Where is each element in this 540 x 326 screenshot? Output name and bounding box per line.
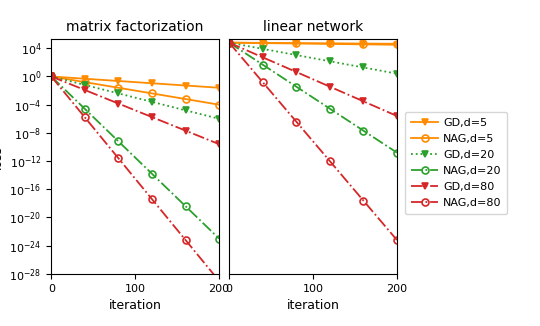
NAG,d=5 bbox=[118, 86, 125, 90]
NAG,d=80 bbox=[48, 75, 55, 79]
GD,d=80 bbox=[201, 137, 208, 141]
GD,d=80 bbox=[49, 75, 56, 79]
NAG,d=5 bbox=[49, 75, 56, 79]
GD,d=80 bbox=[63, 81, 70, 84]
NAG,d=20 bbox=[49, 75, 56, 79]
NAG,d=5 bbox=[216, 103, 222, 107]
GD,d=5 bbox=[216, 86, 222, 90]
GD,d=20 bbox=[109, 90, 116, 94]
Line: NAG,d=20: NAG,d=20 bbox=[51, 77, 219, 239]
NAG,d=5 bbox=[63, 77, 70, 81]
Line: GD,d=5: GD,d=5 bbox=[51, 77, 219, 88]
GD,d=20 bbox=[48, 75, 55, 79]
Line: GD,d=80: GD,d=80 bbox=[51, 77, 219, 144]
Line: NAG,d=80: NAG,d=80 bbox=[51, 77, 219, 281]
NAG,d=80 bbox=[201, 261, 208, 265]
GD,d=80 bbox=[139, 111, 145, 115]
NAG,d=80 bbox=[139, 185, 145, 189]
GD,d=5 bbox=[63, 76, 70, 80]
GD,d=80 bbox=[48, 75, 55, 79]
GD,d=20 bbox=[139, 97, 145, 101]
Title: matrix factorization: matrix factorization bbox=[66, 20, 204, 34]
X-axis label: iteration: iteration bbox=[109, 299, 161, 312]
NAG,d=80 bbox=[216, 279, 222, 283]
GD,d=5 bbox=[201, 85, 208, 89]
GD,d=5 bbox=[109, 79, 116, 82]
Y-axis label: loss: loss bbox=[0, 144, 4, 169]
NAG,d=80 bbox=[109, 149, 116, 153]
NAG,d=20 bbox=[216, 237, 222, 241]
GD,d=20 bbox=[63, 78, 70, 82]
GD,d=5 bbox=[49, 75, 56, 79]
NAG,d=5 bbox=[109, 85, 116, 89]
X-axis label: iteration: iteration bbox=[287, 299, 340, 312]
Legend: GD,d=5, NAG,d=5, GD,d=20, NAG,d=20, GD,d=80, NAG,d=80: GD,d=5, NAG,d=5, GD,d=20, NAG,d=20, GD,d… bbox=[405, 112, 507, 214]
GD,d=5 bbox=[118, 79, 125, 83]
NAG,d=20 bbox=[63, 89, 70, 93]
GD,d=5 bbox=[139, 81, 145, 84]
GD,d=5 bbox=[48, 75, 55, 79]
GD,d=80 bbox=[118, 103, 125, 107]
NAG,d=20 bbox=[139, 162, 145, 166]
NAG,d=5 bbox=[139, 90, 145, 94]
NAG,d=20 bbox=[48, 75, 55, 79]
NAG,d=5 bbox=[48, 75, 55, 79]
NAG,d=20 bbox=[109, 134, 116, 138]
NAG,d=20 bbox=[118, 142, 125, 146]
GD,d=20 bbox=[118, 92, 125, 96]
GD,d=20 bbox=[49, 75, 56, 79]
NAG,d=80 bbox=[63, 93, 70, 97]
GD,d=80 bbox=[109, 99, 116, 103]
Line: NAG,d=5: NAG,d=5 bbox=[51, 77, 219, 105]
NAG,d=80 bbox=[49, 76, 56, 80]
GD,d=20 bbox=[201, 113, 208, 117]
GD,d=80 bbox=[216, 142, 222, 146]
Title: linear network: linear network bbox=[263, 20, 363, 34]
NAG,d=20 bbox=[201, 223, 208, 227]
NAG,d=5 bbox=[201, 100, 208, 104]
NAG,d=80 bbox=[118, 160, 125, 164]
GD,d=20 bbox=[216, 117, 222, 121]
Line: GD,d=20: GD,d=20 bbox=[51, 77, 219, 119]
